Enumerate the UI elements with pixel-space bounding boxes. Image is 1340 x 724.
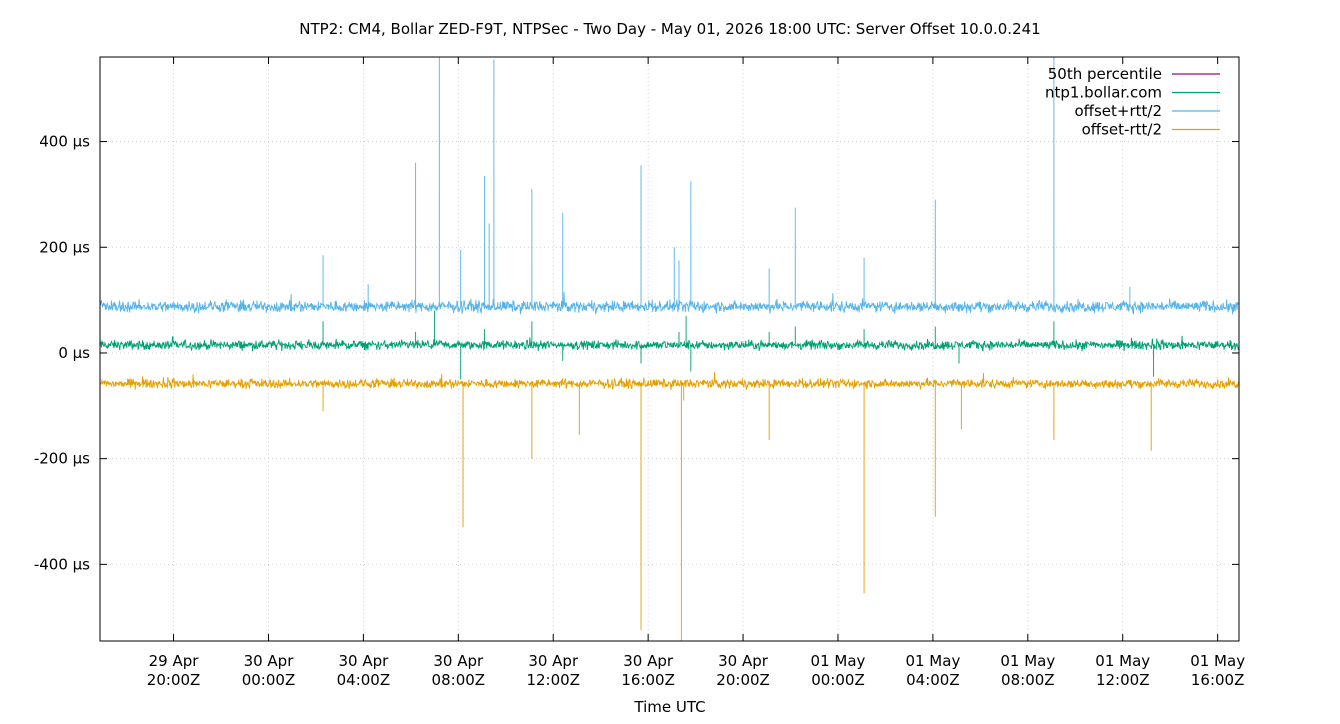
x-tick-label-time: 08:00Z <box>1001 671 1055 689</box>
legend-label: offset+rtt/2 <box>1074 102 1162 120</box>
y-tick-label: 200 µs <box>39 238 90 256</box>
x-tick-label-date: 30 Apr <box>528 652 579 670</box>
x-tick-label-time: 00:00Z <box>811 671 865 689</box>
legend-label: 50th percentile <box>1048 65 1162 83</box>
x-tick-label-time: 20:00Z <box>716 671 770 689</box>
x-tick-label-date: 30 Apr <box>433 652 484 670</box>
x-tick-label-date: 30 Apr <box>718 652 769 670</box>
x-tick-label-date: 01 May <box>1095 652 1150 670</box>
series-line-2 <box>99 56 1240 315</box>
x-tick-label-time: 04:00Z <box>337 671 391 689</box>
x-tick-label-date: 01 May <box>905 652 960 670</box>
x-tick-label-time: 08:00Z <box>432 671 486 689</box>
legend: 50th percentilentp1.bollar.comoffset+rtt… <box>1045 65 1220 139</box>
x-tick-label-time: 16:00Z <box>621 671 675 689</box>
x-tick-label-date: 29 Apr <box>149 652 200 670</box>
series-layer <box>99 56 1240 642</box>
x-tick-label-time: 12:00Z <box>526 671 580 689</box>
x-tick-label-time: 00:00Z <box>242 671 296 689</box>
x-tick-label-date: 01 May <box>1190 652 1245 670</box>
legend-label: ntp1.bollar.com <box>1045 84 1162 102</box>
legend-label: offset-rtt/2 <box>1082 121 1162 139</box>
chart-title: NTP2: CM4, Bollar ZED-F9T, NTPSec - Two … <box>299 20 1040 38</box>
x-tick-label-date: 01 May <box>1000 652 1055 670</box>
y-tick-label: -400 µs <box>34 555 90 573</box>
x-tick-label-date: 30 Apr <box>338 652 389 670</box>
y-tick-label: 0 µs <box>58 344 90 362</box>
y-tick-label: 400 µs <box>39 133 90 151</box>
x-tick-label-time: 20:00Z <box>147 671 201 689</box>
x-tick-label-time: 16:00Z <box>1191 671 1245 689</box>
x-tick-label-date: 30 Apr <box>623 652 674 670</box>
series-line-3 <box>99 372 1240 642</box>
y-tick-label: -200 µs <box>34 450 90 468</box>
plot-border <box>99 56 1240 642</box>
series-line-1 <box>99 310 1240 380</box>
x-tick-label-time: 12:00Z <box>1096 671 1150 689</box>
x-axis-label: Time UTC <box>633 698 705 716</box>
x-tick-label-time: 04:00Z <box>906 671 960 689</box>
x-tick-label-date: 30 Apr <box>244 652 295 670</box>
x-tick-label-date: 01 May <box>811 652 866 670</box>
